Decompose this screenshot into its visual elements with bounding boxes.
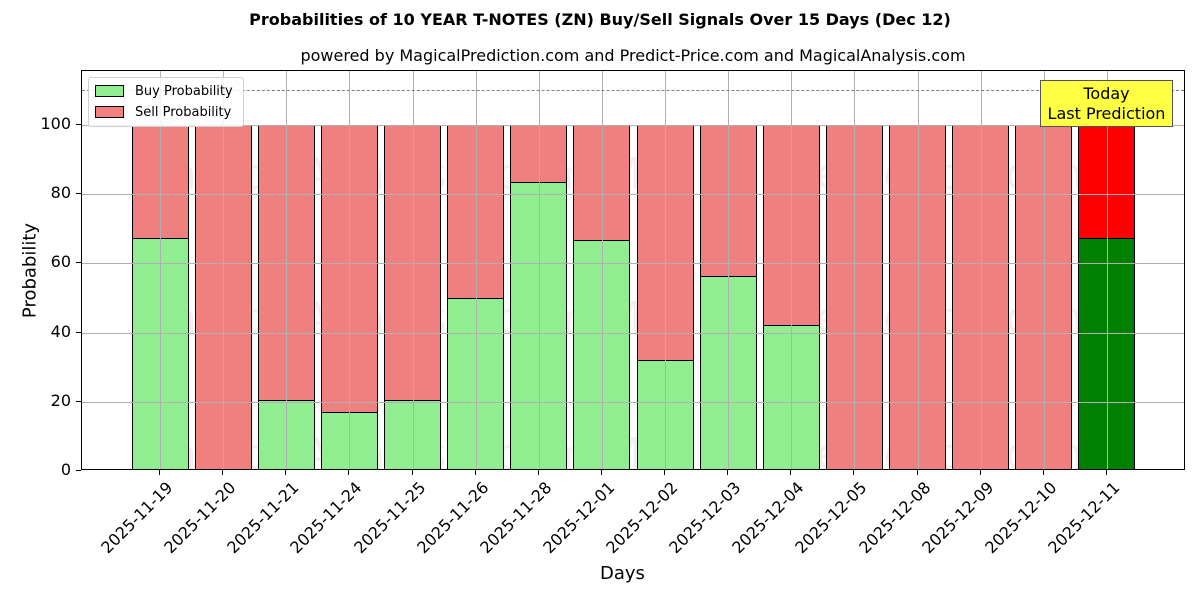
x-tick [348,470,350,475]
legend-sell-label: Sell Probability [135,104,232,120]
x-axis-title: Days [600,563,645,584]
reference-line [82,90,1184,92]
chart-subtitle: powered by MagicalPrediction.com and Pre… [300,46,966,65]
y-tick [76,123,81,125]
y-tick-label: 100 [40,113,71,133]
grid-line-v [601,71,603,469]
y-tick-label: 20 [50,390,71,410]
grid-line-v [917,71,919,469]
grid-line-v [728,71,730,469]
y-tick-label: 40 [50,321,71,341]
grid-line-h [82,263,1184,265]
grid-line-h [82,401,1184,403]
y-tick [76,400,81,402]
x-tick [285,470,287,475]
x-tick [727,470,729,475]
grid-line-v [791,71,793,469]
grid-line-v [1043,71,1045,469]
sell-swatch-icon [95,106,124,118]
y-tick [76,193,81,195]
today-annotation: Today Last Prediction [1040,80,1173,127]
x-tick [159,470,160,475]
legend: Buy Probability Sell Probability [88,77,244,127]
x-tick [1042,470,1044,475]
annotation-line-2: Last Prediction [1047,104,1166,123]
grid-line-h [82,332,1184,334]
x-tick [916,470,918,475]
legend-buy-label: Buy Probability [135,83,233,99]
x-tick [1105,470,1107,475]
grid-line-v [980,71,982,469]
grid-line-h [82,194,1184,196]
grid-line-h [82,124,1184,126]
legend-item-sell: Sell Probability [95,104,231,120]
y-tick [76,331,81,333]
x-tick [411,470,413,475]
plot-area: MagicalAnalysis.comMagicalPrediction.com… [81,70,1185,470]
grid-line-v [412,71,414,469]
grid-line-v [475,71,477,469]
x-tick [222,470,224,475]
grid-line-v [223,71,225,469]
x-tick [664,470,666,475]
x-tick [537,470,539,475]
x-tick [853,470,855,475]
x-tick [474,470,476,475]
y-tick-label: 0 [60,460,71,479]
y-tick [76,470,81,471]
chart-title: Probabilities of 10 YEAR T-NOTES (ZN) Bu… [249,10,951,29]
y-tick [76,262,81,264]
legend-item-buy: Buy Probability [95,83,233,99]
y-tick-label: 80 [50,183,71,203]
buy-swatch-icon [95,85,124,97]
x-tick [979,470,981,475]
grid-line-v [1106,71,1108,469]
grid-line-v [286,71,288,469]
y-tick-label: 60 [50,252,71,272]
grid-line-v [160,71,161,469]
grid-line-v [538,71,540,469]
x-tick [600,470,602,475]
grid-line-v [665,71,667,469]
annotation-line-1: Today [1083,84,1130,103]
x-tick [790,470,792,475]
grid-line-v [854,71,856,469]
grid-line-v [349,71,351,469]
